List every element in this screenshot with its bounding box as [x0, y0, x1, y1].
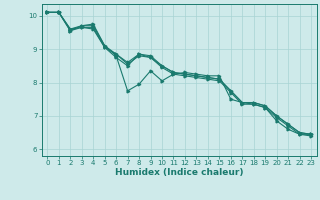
- X-axis label: Humidex (Indice chaleur): Humidex (Indice chaleur): [115, 168, 244, 177]
